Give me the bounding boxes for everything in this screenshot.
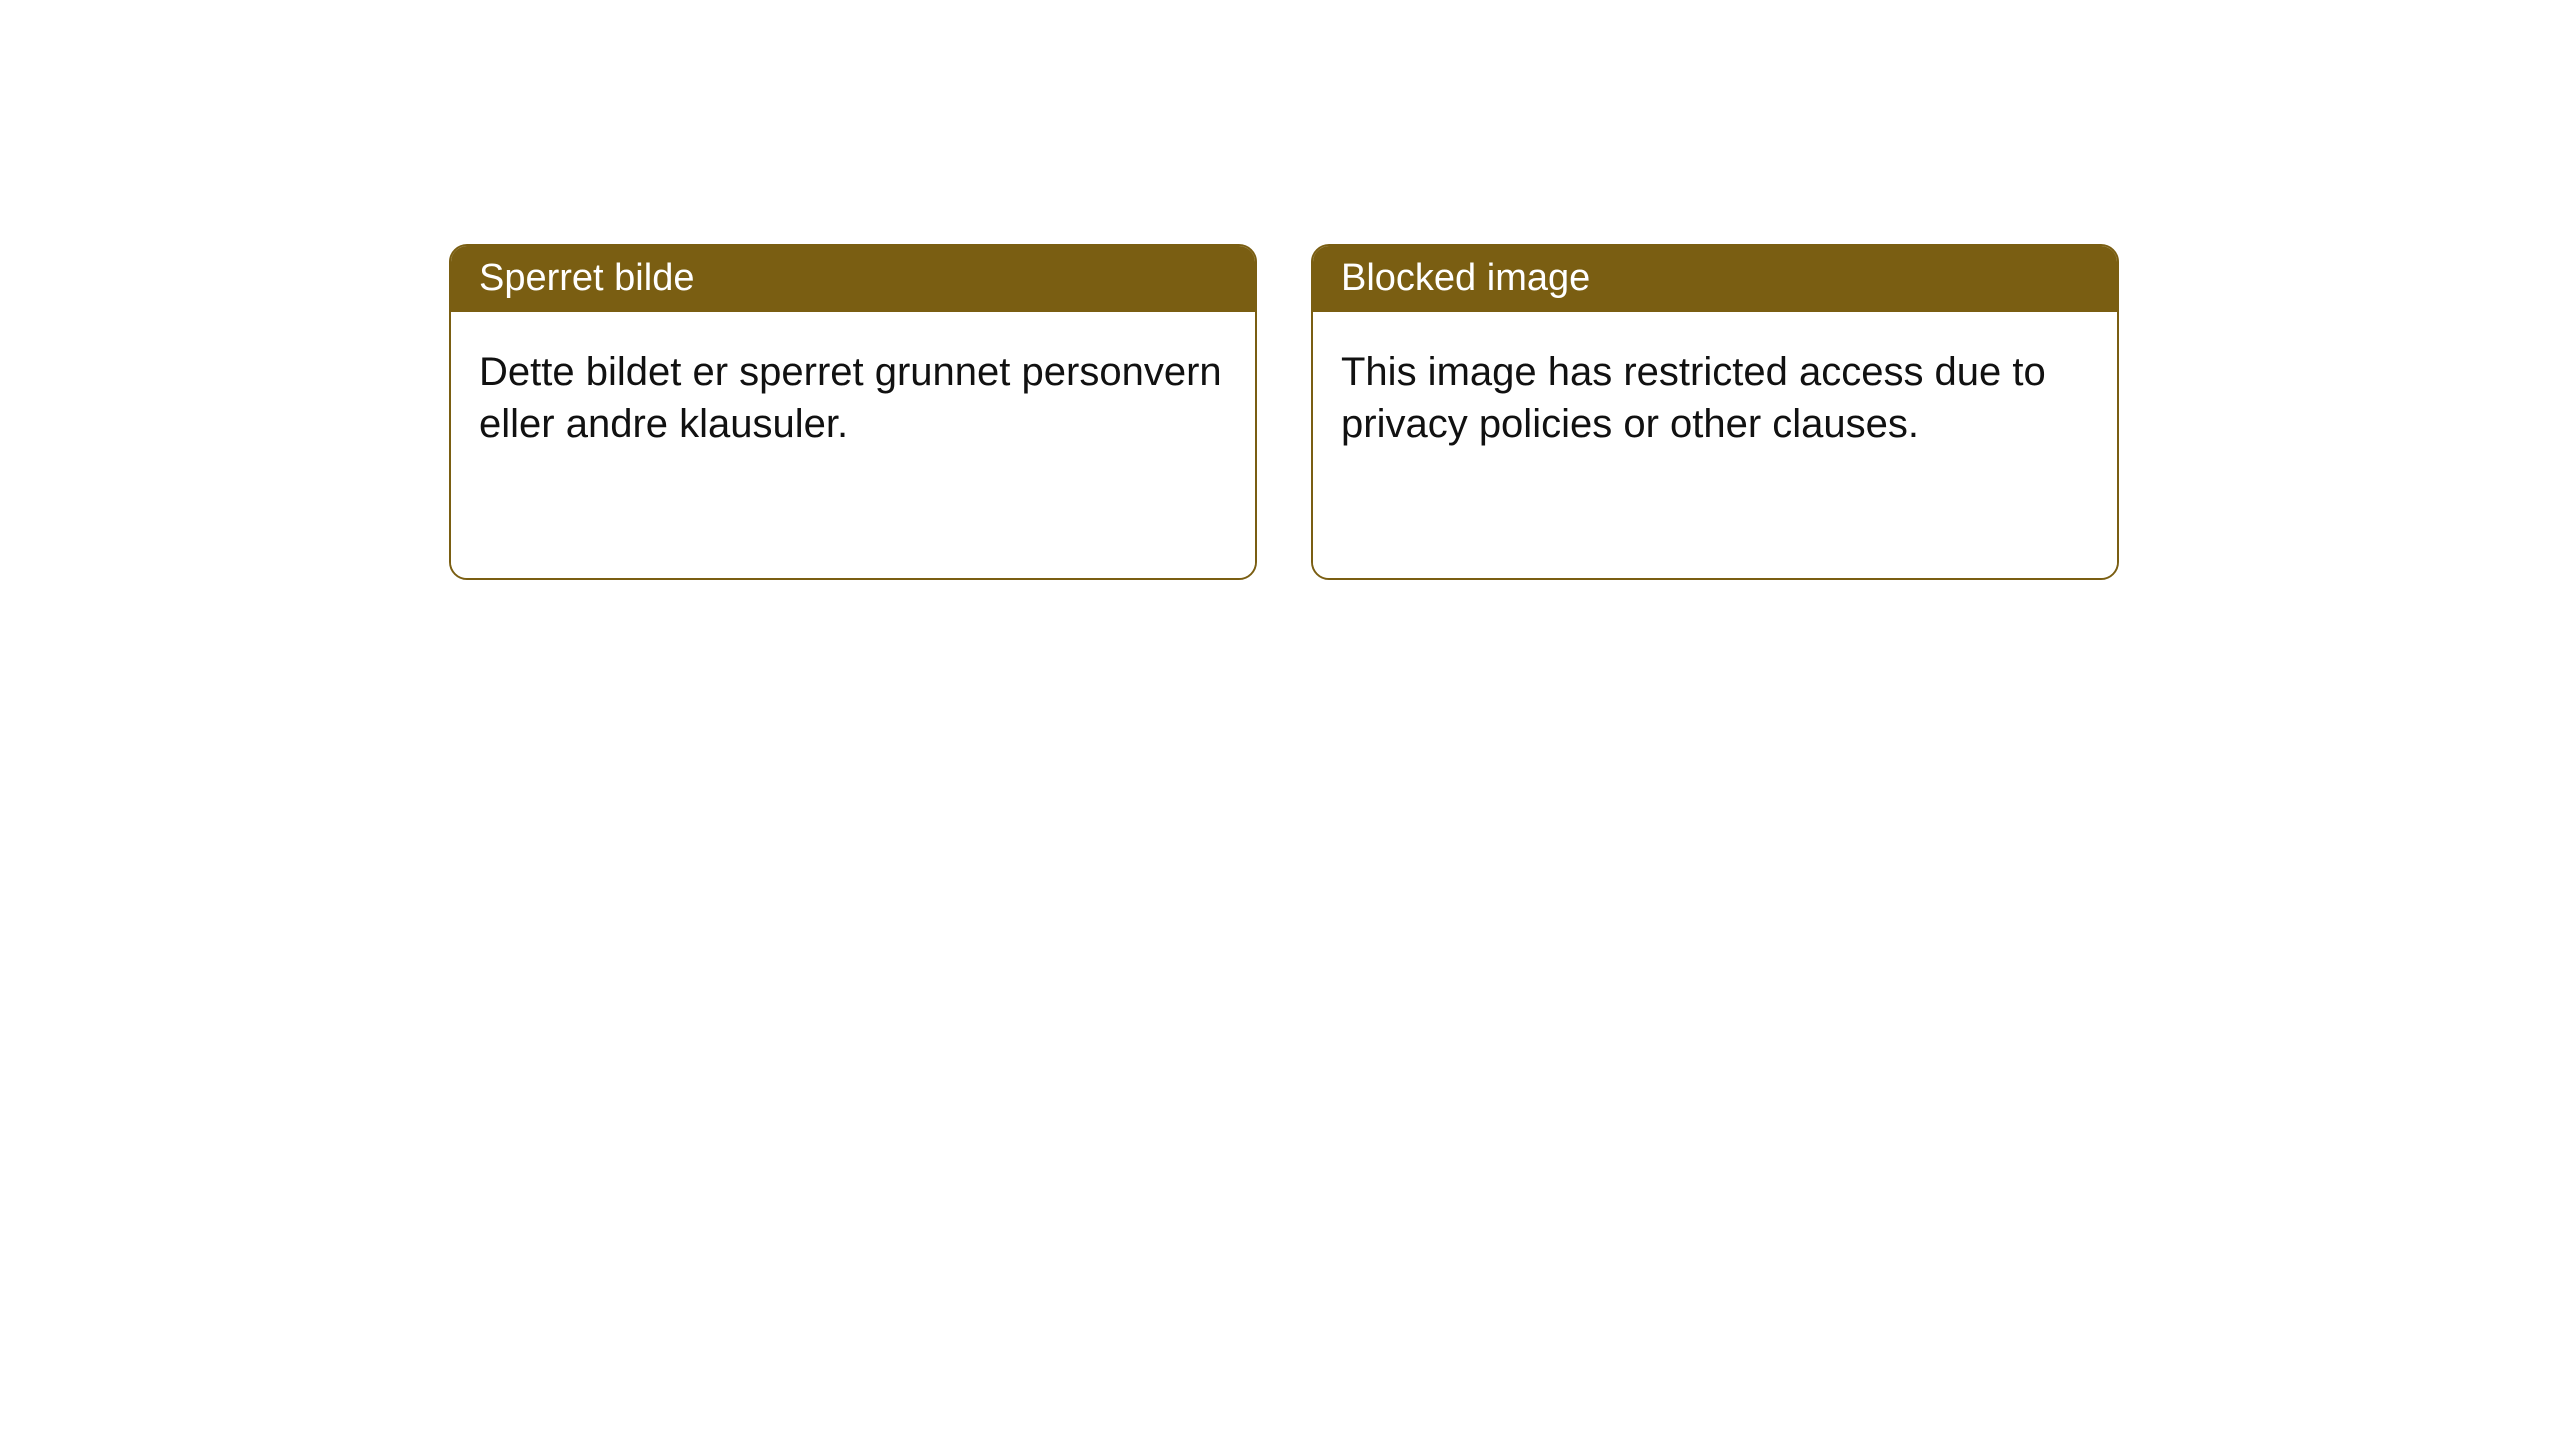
notice-card-english: Blocked image This image has restricted … — [1311, 244, 2119, 580]
notice-body-english: This image has restricted access due to … — [1313, 312, 2117, 578]
notice-container: Sperret bilde Dette bildet er sperret gr… — [0, 0, 2560, 580]
notice-title-norwegian: Sperret bilde — [451, 246, 1255, 312]
notice-card-norwegian: Sperret bilde Dette bildet er sperret gr… — [449, 244, 1257, 580]
notice-title-english: Blocked image — [1313, 246, 2117, 312]
notice-body-norwegian: Dette bildet er sperret grunnet personve… — [451, 312, 1255, 578]
